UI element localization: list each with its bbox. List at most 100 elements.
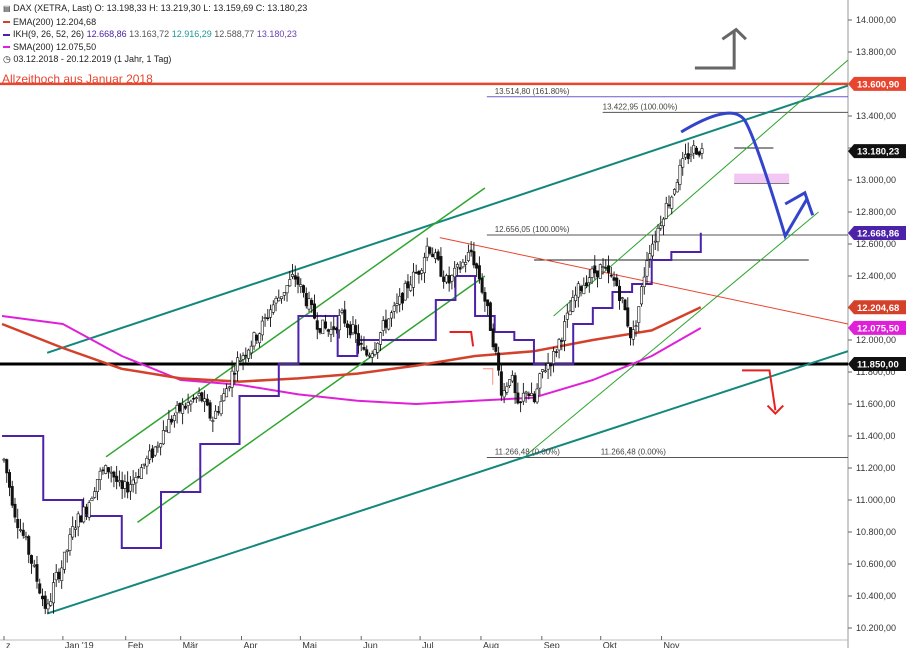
candle-body (458, 267, 462, 270)
ikh-v2: 13.163,72 (129, 29, 170, 39)
candle-body (521, 392, 525, 402)
candle-body (348, 324, 352, 336)
candle-body (414, 271, 418, 274)
ikh-cloud-box (734, 173, 790, 184)
price-tag-label: 12.075,50 (857, 323, 899, 334)
candle-body (21, 529, 25, 536)
candle-body (258, 333, 262, 344)
legend-period: ◷ 03.12.2018 - 20.12.2019 (1 Jahr, 1 Tag… (3, 53, 307, 66)
candle-body (241, 355, 245, 360)
candle-body (689, 154, 693, 157)
candle-body (238, 360, 242, 362)
candle-body (288, 279, 292, 287)
candle-body (403, 283, 407, 301)
candle-body (310, 300, 314, 306)
candle-body (307, 298, 311, 310)
upper-trendline (46, 84, 849, 354)
candle-body (450, 275, 454, 282)
candles (2, 140, 704, 615)
candle-body (170, 418, 174, 423)
candle-body (227, 386, 231, 389)
candle-body (672, 189, 676, 195)
price-tag-sma (848, 320, 906, 335)
candle-body (395, 303, 399, 306)
candle-body (76, 513, 80, 528)
candle-body (516, 392, 520, 404)
candle-body (620, 297, 624, 299)
y-tick-label: 12.400,00 (856, 271, 896, 281)
candle-body (57, 571, 61, 580)
candle-body (313, 303, 317, 319)
candle-body (579, 286, 583, 291)
candle-body (203, 398, 207, 402)
candle-body (318, 328, 322, 333)
candle-body (167, 419, 171, 434)
x-tick-label: Aug (483, 640, 499, 648)
candle-body (340, 310, 344, 313)
candle-body (345, 323, 349, 328)
candle-body (172, 415, 176, 421)
candle-body (640, 286, 644, 305)
y-tick-label: 11.600,00 (856, 399, 895, 409)
y-tick-label: 12.000,00 (856, 335, 896, 345)
candle-body (175, 404, 179, 414)
candle-body (79, 515, 83, 523)
candle-body (233, 372, 237, 375)
candle-body (411, 271, 415, 288)
candle-body (95, 479, 99, 492)
candle-body (455, 264, 459, 268)
candle-body (378, 332, 382, 345)
candle-body (678, 164, 682, 185)
candle-body (486, 299, 490, 307)
candle-body (359, 342, 363, 345)
fib-labels: 13.514,80 (161.80%) 13.422,95 (100.00%) 12… (495, 87, 678, 457)
candle-body (137, 476, 141, 478)
x-tick-label: Okt (603, 640, 618, 648)
fib-label: 13.422,95 (100.00%) (603, 102, 678, 111)
red-arrow-aug (482, 368, 494, 385)
candle-body (400, 292, 404, 304)
period-text: 03.12.2018 - 20.12.2019 (1 Jahr, 1 Tag) (13, 54, 172, 64)
candle-body (106, 467, 110, 473)
candle-body (211, 420, 215, 422)
candle-body (145, 457, 149, 467)
candle-body (483, 292, 487, 302)
x-tick-label: Apr (243, 640, 257, 648)
candle-body (651, 243, 655, 257)
candle-body (409, 284, 413, 291)
candle-body (192, 397, 196, 400)
candle-body (373, 349, 377, 355)
candle-body (697, 151, 701, 156)
candle-body (324, 321, 328, 329)
fib-label: 11.266,48 (0.00%) (601, 447, 667, 456)
candle-body (343, 309, 347, 324)
channel-2-lower (525, 211, 819, 456)
candle-body (200, 392, 204, 402)
candle-body (466, 252, 470, 261)
x-tick-label: Mär (183, 640, 199, 648)
candle-body (497, 352, 501, 371)
candle-body (670, 196, 674, 209)
candle-body (362, 347, 366, 350)
candle-body (356, 333, 360, 346)
ikh-swatch (3, 33, 10, 36)
price-tag-ath (848, 76, 906, 91)
y-tick-label: 10.800,00 (856, 527, 896, 537)
legend-instrument: ▤ DAX (XETRA, Last) O: 13.198,33 H: 13.2… (3, 2, 307, 16)
price-tag-label: 13.600,90 (857, 79, 899, 90)
candle-body (354, 325, 358, 335)
candle-body (538, 373, 542, 389)
candle-body (532, 393, 536, 403)
candle-body (332, 326, 336, 330)
fib-label: 12.656,05 (100.00%) (495, 225, 570, 234)
candle-body (24, 536, 28, 539)
price-tag-ikh (848, 225, 906, 240)
candle-body (585, 282, 589, 287)
candle-body (87, 502, 91, 518)
candle-body (291, 274, 295, 277)
candle-body (181, 404, 185, 414)
candle-body (568, 310, 572, 316)
price-tag-ema (848, 300, 906, 315)
